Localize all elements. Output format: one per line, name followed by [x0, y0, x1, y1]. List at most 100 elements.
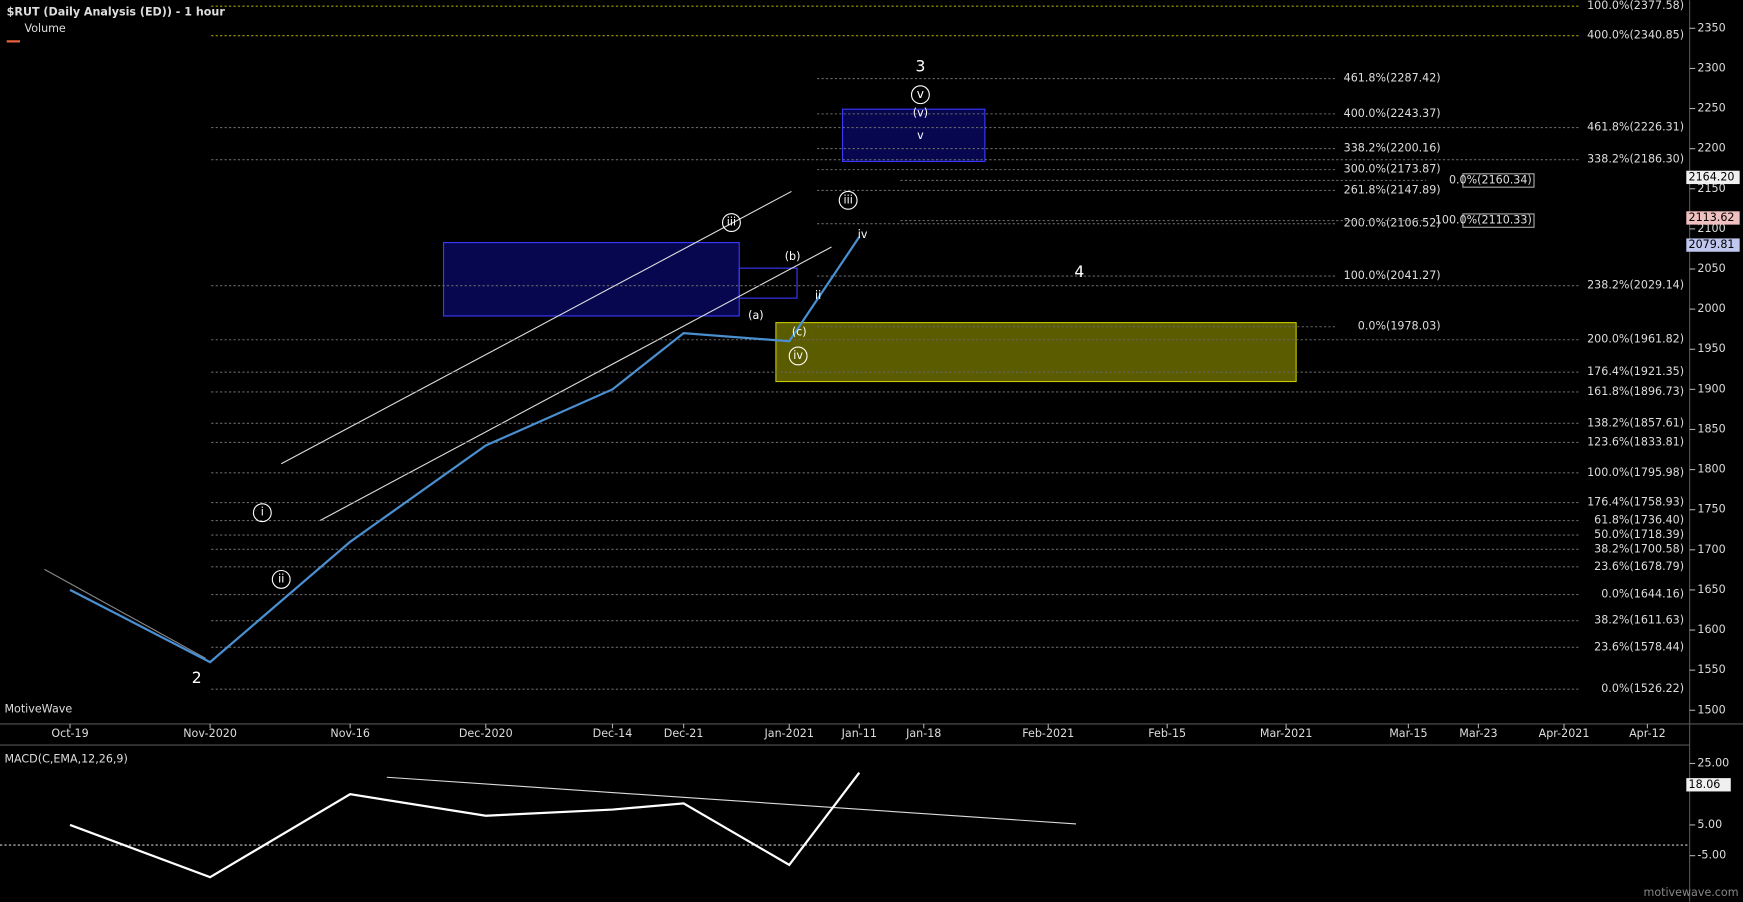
x-tick-label: Apr-2021	[1539, 727, 1590, 740]
fib-label: 161.8%(1896.73)	[1587, 385, 1684, 398]
y-tick-label: 2000	[1697, 302, 1725, 315]
wave-circle	[788, 346, 808, 366]
watermark: MotiveWave	[4, 702, 72, 715]
y-tick-label: 1800	[1697, 463, 1725, 476]
fib-label: 261.8%(2147.89)	[1344, 183, 1441, 196]
x-tick-label: Jan-2021	[764, 727, 814, 740]
y-tick-label: 1950	[1697, 342, 1725, 355]
y-tick-label: 2100	[1697, 222, 1725, 235]
wave-label: iii	[727, 216, 736, 229]
target-zone	[442, 242, 740, 317]
fib-label: 0.0%(1978.03)	[1358, 320, 1441, 333]
fib-label: 0.0%(1526.22)	[1601, 682, 1684, 695]
wave-circle	[838, 190, 858, 210]
fib-label: 23.6%(1578.44)	[1594, 640, 1684, 653]
wave-label: (c)	[792, 326, 807, 339]
x-tick-label: Nov-2020	[183, 727, 237, 740]
wave-circle	[910, 85, 930, 105]
fib-box	[1462, 173, 1535, 188]
legend-entry: Volume	[24, 22, 65, 35]
trend-line	[386, 776, 1077, 825]
macd-line	[69, 772, 861, 879]
fib-label: 176.4%(1921.35)	[1587, 365, 1684, 378]
wave-label: ii	[815, 289, 821, 302]
fib-label: 100.0%(2377.58)	[1587, 0, 1684, 12]
macd-title: MACD(C,EMA,12,26,9)	[4, 752, 127, 765]
y-tick-label: 1850	[1697, 422, 1725, 435]
fib-label: 300.0%(2173.87)	[1344, 163, 1441, 176]
fib-label: 461.8%(2226.31)	[1587, 121, 1684, 134]
trend-line	[44, 568, 206, 659]
y-tick-label: 1600	[1697, 623, 1725, 636]
price-box-label: 2079.81	[1689, 238, 1735, 251]
y-tick-label: 2050	[1697, 262, 1725, 275]
wave-circle	[721, 213, 741, 233]
wave-label: iv	[858, 228, 868, 241]
y-tick-label: 2300	[1697, 61, 1725, 74]
x-tick-label: Mar-15	[1389, 727, 1427, 740]
wave-circle	[271, 569, 291, 589]
y-tick-label: 2200	[1697, 142, 1725, 155]
wave-label: v	[917, 129, 924, 142]
price-box-label: 2113.62	[1689, 211, 1735, 224]
wave-label: (a)	[748, 309, 763, 322]
y-tick-label: 2250	[1697, 102, 1725, 115]
wave-label: iv	[793, 349, 803, 362]
fib-label: 338.2%(2186.30)	[1587, 153, 1684, 166]
y-tick-label: 1700	[1697, 543, 1725, 556]
fib-label: 0.0%(2160.34)	[1449, 173, 1532, 186]
wave-label: iii	[844, 193, 853, 206]
price-box	[1686, 211, 1740, 225]
wave-label: 2	[192, 669, 202, 687]
wave-label: (v)	[913, 107, 928, 120]
wave-circle	[252, 503, 272, 523]
fib-label: 123.6%(1833.81)	[1587, 435, 1684, 448]
fib-label: 461.8%(2287.42)	[1344, 72, 1441, 85]
wave-label: i	[261, 506, 264, 519]
price-box-label: 2164.20	[1689, 170, 1735, 183]
fib-label: 0.0%(1644.16)	[1601, 588, 1684, 601]
channel-line	[280, 190, 792, 465]
wave-label: 4	[1074, 263, 1084, 281]
y2-tick-label: -5.00	[1697, 849, 1726, 862]
fib-label: 23.6%(1678.79)	[1594, 560, 1684, 573]
x-tick-label: Jan-18	[905, 727, 941, 740]
y-tick-label: 1650	[1697, 583, 1725, 596]
fib-label: 38.2%(1611.63)	[1594, 614, 1684, 627]
fib-label: 100.0%(2041.27)	[1344, 269, 1441, 282]
macd-box-label: 18.06	[1689, 778, 1721, 791]
fib-label: 200.0%(1961.82)	[1587, 333, 1684, 346]
wave-label: (b)	[785, 250, 801, 263]
fib-label: 200.0%(2106.52)	[1344, 217, 1441, 230]
x-tick-label: Oct-19	[51, 727, 88, 740]
x-tick-label: Dec-21	[664, 727, 704, 740]
x-tick-label: Feb-15	[1148, 727, 1186, 740]
x-tick-label: Nov-16	[330, 727, 370, 740]
x-tick-label: Apr-12	[1629, 727, 1666, 740]
price-box	[1686, 170, 1740, 185]
y-tick-label: 2350	[1697, 21, 1725, 34]
channel-line	[319, 246, 832, 521]
y-tick-label: 1750	[1697, 503, 1725, 516]
wave-label: 3	[915, 57, 925, 75]
target-zone	[842, 108, 986, 162]
target-zone	[738, 267, 798, 299]
y2-tick-label: 5.00	[1697, 818, 1722, 831]
y-tick-label: 1550	[1697, 663, 1725, 676]
fib-label: 238.2%(2029.14)	[1587, 279, 1684, 292]
chart-title: $RUT (Daily Analysis (ED)) - 1 hour	[7, 5, 226, 18]
x-tick-label: Dec-2020	[459, 727, 513, 740]
wave-label: ii	[278, 572, 284, 585]
x-tick-label: Jan-11	[841, 727, 877, 740]
price-line	[69, 236, 861, 664]
fib-label: 50.0%(1718.39)	[1594, 528, 1684, 541]
fib-label: 61.8%(1736.40)	[1594, 514, 1684, 527]
fib-label: 338.2%(2200.16)	[1344, 142, 1441, 155]
x-tick-label: Dec-14	[593, 727, 633, 740]
fib-label: 138.2%(1857.61)	[1587, 416, 1684, 429]
price-box	[1686, 238, 1740, 252]
y2-tick-label: 25.00	[1697, 756, 1729, 769]
footer: motivewave.com	[1644, 886, 1739, 899]
